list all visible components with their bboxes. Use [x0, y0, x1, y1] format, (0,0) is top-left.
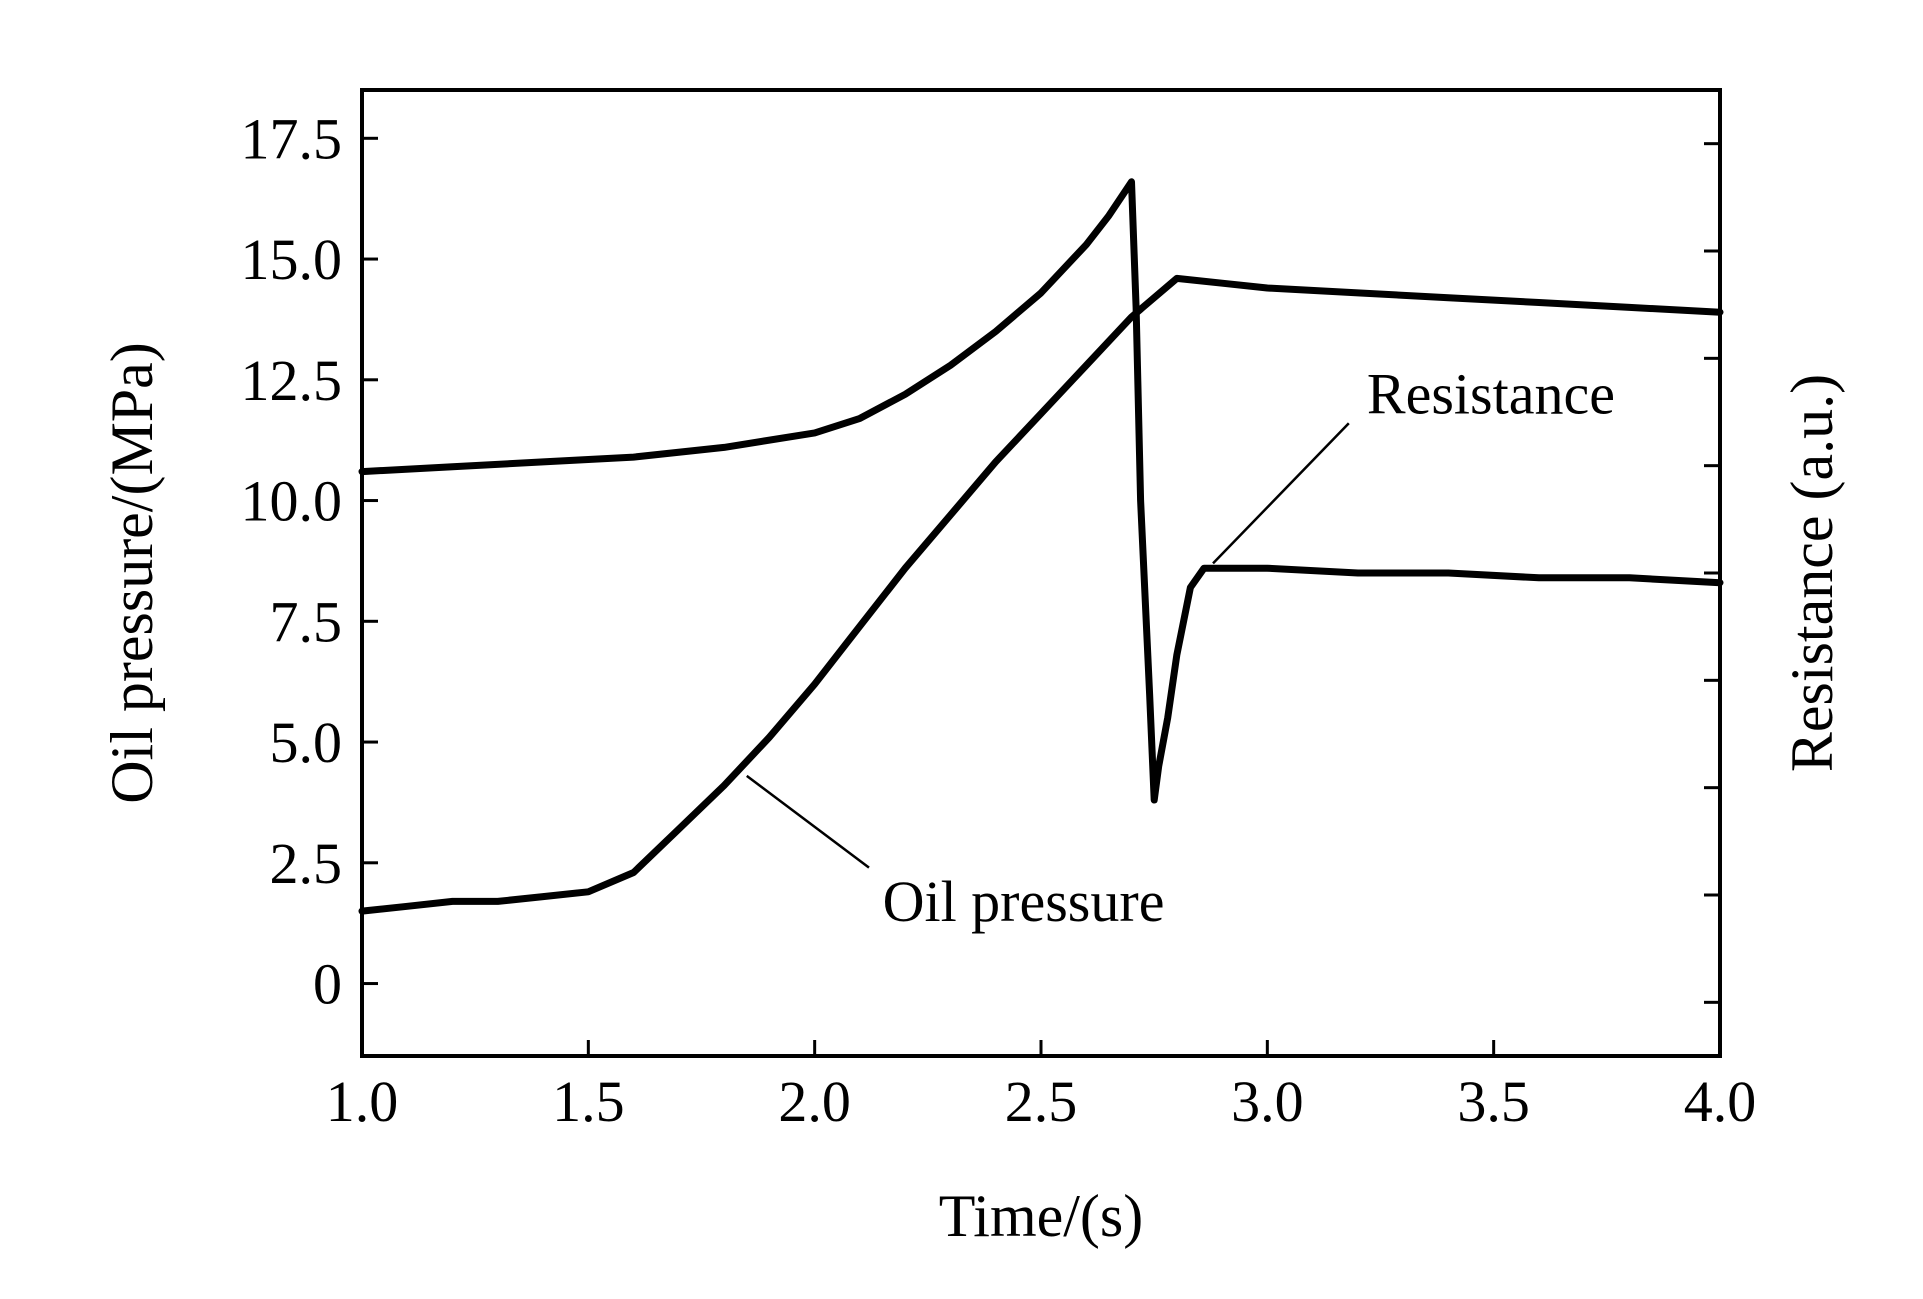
- y2-axis-ticks: [1704, 142, 1720, 1004]
- y-tick-label: 12.5: [241, 348, 343, 413]
- x-tick-label: 2.0: [778, 1069, 851, 1134]
- y-tick-label: 17.5: [241, 106, 343, 171]
- y-tick-label: 7.5: [270, 589, 343, 654]
- x-axis-title: Time/(s): [939, 1183, 1144, 1249]
- x-axis-ticks: 1.0 1.5 2.0 2.5 3.0 3.5 4.0: [326, 1040, 1757, 1134]
- x-tick-label: 4.0: [1684, 1069, 1757, 1134]
- series-line-oil-pressure: [358, 274, 1724, 915]
- annotation-layer: Resistance Oil pressure: [746, 362, 1615, 934]
- x-tick-label: 2.5: [1005, 1069, 1078, 1134]
- y-axis-ticks: 0 2.5 5.0 7.5 10.0 12.5 15.0 17.5: [241, 106, 378, 1017]
- y-tick-label: 5.0: [270, 710, 343, 775]
- series-layer: [358, 178, 1724, 915]
- x-tick-label: 1.0: [326, 1069, 399, 1134]
- x-tick-label: 3.0: [1231, 1069, 1304, 1134]
- resistance-leader-line: [1212, 422, 1350, 565]
- y-tick-label: 10.0: [241, 469, 343, 534]
- x-tick-label: 3.5: [1457, 1069, 1530, 1134]
- y-tick-label: 15.0: [241, 227, 343, 292]
- resistance-annotation: Resistance: [1367, 362, 1615, 427]
- x-tick-label: 1.5: [552, 1069, 625, 1134]
- oil-pressure-leader-line: [746, 774, 870, 869]
- series-line-resistance: [358, 178, 1724, 804]
- y-axis-title: Oil pressure/(MPa): [99, 342, 165, 804]
- oil-pressure-annotation: Oil pressure: [883, 869, 1165, 934]
- y-tick-label: 2.5: [270, 831, 343, 896]
- y-tick-label: 0: [313, 952, 342, 1017]
- y2-axis-title: Resistance (a.u.): [1779, 374, 1845, 772]
